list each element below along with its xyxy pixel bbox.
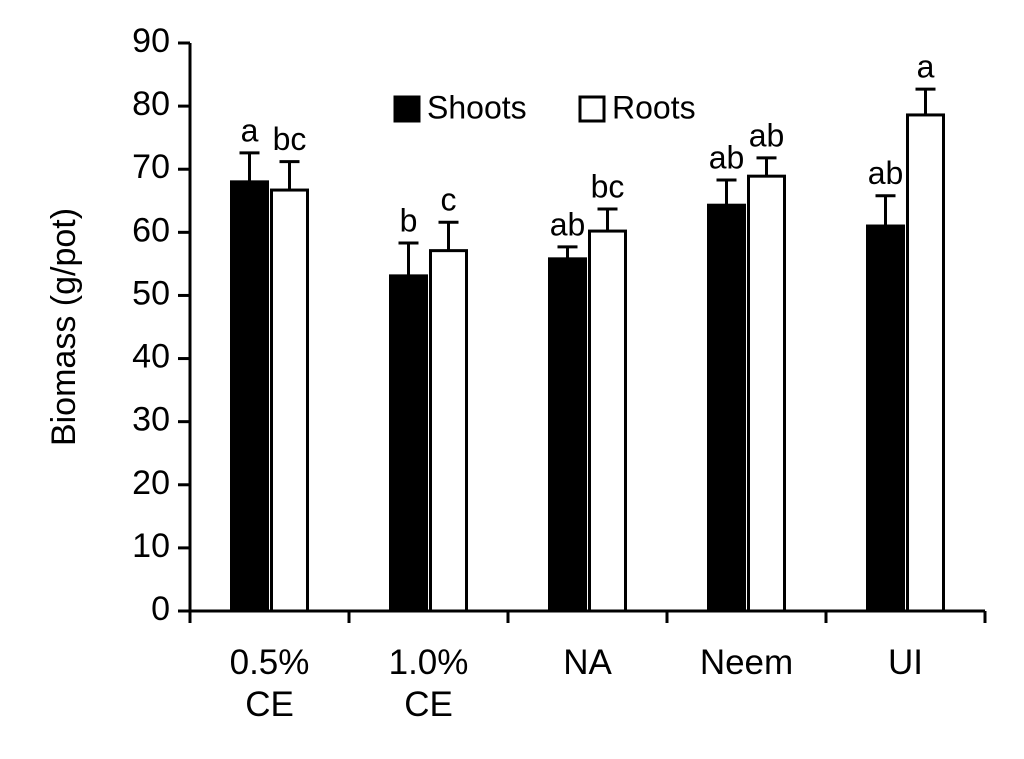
bar	[588, 229, 627, 613]
significance-letter: ab	[550, 206, 586, 242]
significance-letter: b	[400, 203, 418, 239]
legend-swatch	[578, 95, 606, 123]
significance-letter: a	[917, 49, 935, 85]
bar	[906, 113, 945, 613]
bar	[747, 174, 786, 613]
significance-letter: bc	[591, 168, 625, 204]
y-tick-label: 50	[132, 274, 170, 312]
y-axis-label: Biomass (g/pot)	[45, 208, 83, 446]
x-tick-label: Neem	[699, 643, 794, 682]
x-tick-label: NA	[563, 643, 612, 682]
legend-label: Shoots	[427, 89, 527, 125]
y-tick-label: 60	[132, 211, 170, 249]
x-tick-label: UI	[888, 643, 923, 682]
y-tick-label: 20	[132, 464, 170, 502]
bar	[270, 188, 309, 613]
x-tick-label: 1.0% CE	[388, 643, 469, 724]
significance-letter: ab	[709, 139, 745, 175]
significance-letter: ab	[868, 155, 904, 191]
y-tick-label: 10	[132, 527, 170, 565]
legend-label: Roots	[612, 89, 696, 125]
bar	[230, 180, 269, 613]
significance-letter: a	[241, 112, 259, 148]
bar	[548, 257, 587, 613]
bar	[429, 249, 468, 613]
significance-letter: c	[441, 182, 457, 218]
y-tick-label: 40	[132, 338, 170, 376]
y-tick-label: 0	[151, 590, 170, 628]
significance-letter: ab	[749, 117, 785, 153]
y-tick-label: 90	[132, 22, 170, 60]
bar	[389, 274, 428, 613]
significance-letter: bc	[273, 121, 307, 157]
bar	[866, 224, 905, 613]
y-tick-label: 80	[132, 85, 170, 123]
legend-swatch	[393, 95, 421, 123]
y-tick-label: 70	[132, 148, 170, 186]
bar	[707, 203, 746, 613]
x-tick-label: 0.5% CE	[229, 643, 310, 724]
y-tick-label: 30	[132, 401, 170, 439]
